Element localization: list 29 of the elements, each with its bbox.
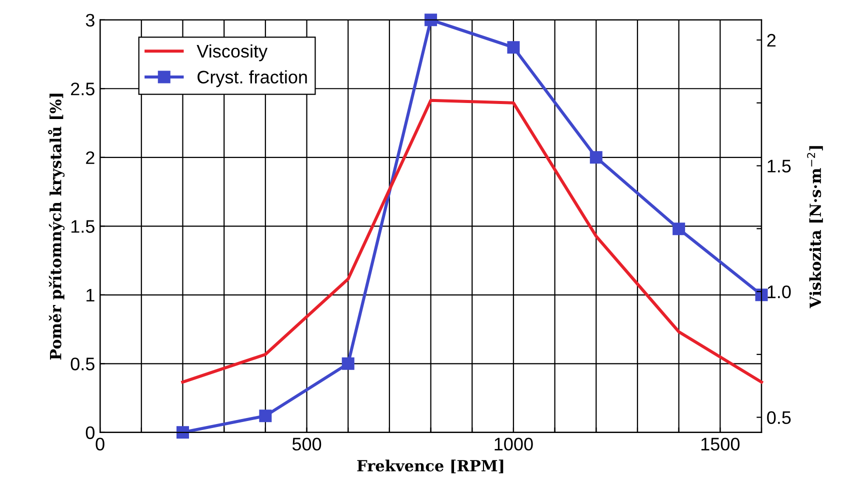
point <box>590 151 602 164</box>
point <box>176 426 189 439</box>
legend-label: Viscosity <box>196 44 268 62</box>
y-tick-label: 3 <box>86 14 94 27</box>
y2-tick-label: 1.0 <box>768 285 791 298</box>
y-tick-label: 0.5 <box>70 358 94 370</box>
line-series <box>181 98 764 384</box>
y2-tick-label: 1.5 <box>768 160 791 172</box>
point <box>507 41 520 54</box>
y2-tick-label: 0.5 <box>767 411 791 424</box>
y2-axis-title: Viskozita [N·s·m$^{−2}$] <box>807 146 823 308</box>
point <box>672 222 686 236</box>
point <box>342 357 354 370</box>
y-tick-label: 1.5 <box>71 220 94 233</box>
point <box>259 410 272 422</box>
x-tick-label: 1500 <box>701 438 740 451</box>
y-tick-label: 2 <box>86 151 94 164</box>
point <box>755 288 768 302</box>
y-axis-title: Poměr přítomných krystalů [%] <box>48 94 65 360</box>
x-tick-label: 1000 <box>494 438 533 451</box>
x-tick-label: 500 <box>292 438 322 451</box>
point <box>424 14 438 26</box>
x-axis-title: Frekvence [RPM] <box>357 460 504 474</box>
y2-tick-label: 2 <box>767 34 776 47</box>
y-tick-label: 0 <box>86 426 94 440</box>
x-tick-label: 0 <box>96 438 104 451</box>
y-tick-label: 2.5 <box>71 82 94 96</box>
y-tick-label: 1 <box>86 289 94 302</box>
legend-label: Cryst. fraction <box>198 70 307 88</box>
